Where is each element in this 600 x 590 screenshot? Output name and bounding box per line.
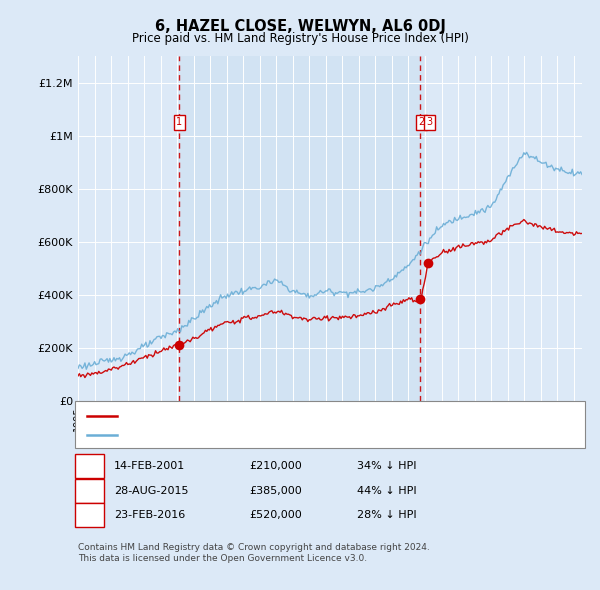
Text: 6, HAZEL CLOSE, WELWYN, AL6 0DJ: 6, HAZEL CLOSE, WELWYN, AL6 0DJ: [155, 19, 445, 34]
Text: 3: 3: [86, 509, 93, 522]
Text: 2: 2: [86, 484, 93, 497]
Text: 14-FEB-2001: 14-FEB-2001: [114, 461, 185, 471]
Text: 23-FEB-2016: 23-FEB-2016: [114, 510, 185, 520]
Text: 6, HAZEL CLOSE, WELWYN, AL6 0DJ (detached house): 6, HAZEL CLOSE, WELWYN, AL6 0DJ (detache…: [123, 411, 402, 421]
Text: £210,000: £210,000: [249, 461, 302, 471]
Text: 34% ↓ HPI: 34% ↓ HPI: [357, 461, 416, 471]
Text: This data is licensed under the Open Government Licence v3.0.: This data is licensed under the Open Gov…: [78, 554, 367, 563]
Text: £385,000: £385,000: [249, 486, 302, 496]
Text: 44% ↓ HPI: 44% ↓ HPI: [357, 486, 416, 496]
Bar: [179, 56, 424, 401]
Text: Price paid vs. HM Land Registry's House Price Index (HPI): Price paid vs. HM Land Registry's House …: [131, 32, 469, 45]
Text: Contains HM Land Registry data © Crown copyright and database right 2024.: Contains HM Land Registry data © Crown c…: [78, 543, 430, 552]
Text: 28% ↓ HPI: 28% ↓ HPI: [357, 510, 416, 520]
Text: 28-AUG-2015: 28-AUG-2015: [114, 486, 188, 496]
Text: 3: 3: [427, 117, 433, 127]
Text: 1: 1: [86, 460, 93, 473]
Text: 2: 2: [418, 117, 424, 127]
Text: 1: 1: [176, 117, 182, 127]
Text: £520,000: £520,000: [249, 510, 302, 520]
Text: HPI: Average price, detached house, Welwyn Hatfield: HPI: Average price, detached house, Welw…: [123, 430, 400, 440]
